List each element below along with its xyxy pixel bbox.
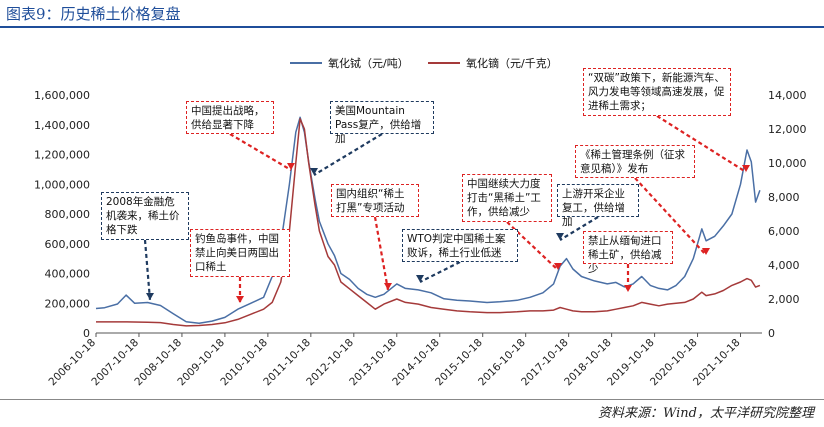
annotation-arrowhead [236,296,244,303]
annotation-box: 《稀土管理条例（征求意见稿）》发布 [575,145,695,178]
annotation-connector [143,239,152,301]
series-line-terbium-oxide [95,116,761,325]
annotation-box: 中国继续大力度打击“黑稀土”工作，供给减少 [462,174,552,222]
y-right-tick-label: 2,000 [768,293,800,306]
annotation-arrowhead [554,263,562,270]
annotation-arrowhead [384,283,392,290]
figure-title: 图表9：历史稀土价格复盘 [6,5,181,23]
y-left-tick-label: 200,000 [45,297,91,310]
annotation-box: 美国Mountain Pass复产，供给增加 [330,101,434,145]
y-left-tick-label: 400,000 [45,268,91,281]
y-left-tick-label: 800,000 [45,208,91,221]
y-left-tick-label: 600,000 [45,238,91,251]
annotation-arrowhead [624,285,632,292]
annotation-box: 禁止从缅甸进口稀土矿，供给减少 [583,231,673,275]
y-right-tick-label: 0 [768,327,775,340]
annotation-arrowhead [416,275,424,282]
annotation-arrowhead [146,293,154,300]
annotation-box: “双碳”政策下，新能源汽车、风力发电等领域高速发展，促进稀土需求； [583,68,731,116]
annotation-connector [656,115,747,173]
annotation-connector [559,216,599,241]
annotation-box: 2008年金融危机袭来，稀土价格下跌 [101,192,189,240]
y-right-tick-label: 4,000 [768,259,800,272]
chart-canvas: 0 200,000 400,000 600,000 800,000 1,000,000 1,… [34,56,807,388]
y-left-tick-label: 1,200,000 [34,149,90,162]
footer-rule [0,399,824,400]
series-line-dysprosium-oxide [96,118,761,327]
y-left-tick-label: 0 [83,327,90,340]
annotation-box: 上游开采企业复工，供给增加 [557,184,639,228]
annotation-connector [419,261,461,283]
annotation-arrowhead [287,163,295,170]
y-right-tick-label: 8,000 [768,191,800,204]
y-right-tick-label: 10,000 [768,157,807,170]
title-rule [0,26,824,28]
annotation-connector [313,133,383,176]
y-left-tick-label: 1,600,000 [34,89,90,102]
y-left-tick-label: 1,400,000 [34,119,90,132]
annotation-box: 钓鱼岛事件，中国禁止向美日两国出口稀土 [190,229,290,277]
annotation-box: 中国提出战略，供给显著下降 [186,101,274,134]
annotation-connector [373,216,390,291]
annotation-box: WTO判定中国稀土案败诉，稀土行业低迷 [402,229,518,262]
legend-label: 氧化铽（元/吨） [328,56,409,70]
annotation-arrowhead [310,168,318,175]
source-note: 资料来源：Wind，太平洋研究院整理 [598,406,814,421]
annotation-arrowhead [556,233,564,240]
annotation-arrowhead [702,248,710,255]
annotation-arrowhead [742,165,750,172]
y-right-tick-label: 12,000 [768,123,807,136]
annotation-connector [506,221,559,271]
legend-label: 氧化镝（元/千克） [466,56,558,70]
annotation-box: 国内组织“稀土打黑”专项活动 [331,184,419,217]
y-left-tick-label: 1,000,000 [34,178,90,191]
annotation-connector [634,177,707,256]
y-right-tick-label: 14,000 [768,89,807,102]
y-right-tick-label: 6,000 [768,225,800,238]
annotation-connector [229,133,292,171]
